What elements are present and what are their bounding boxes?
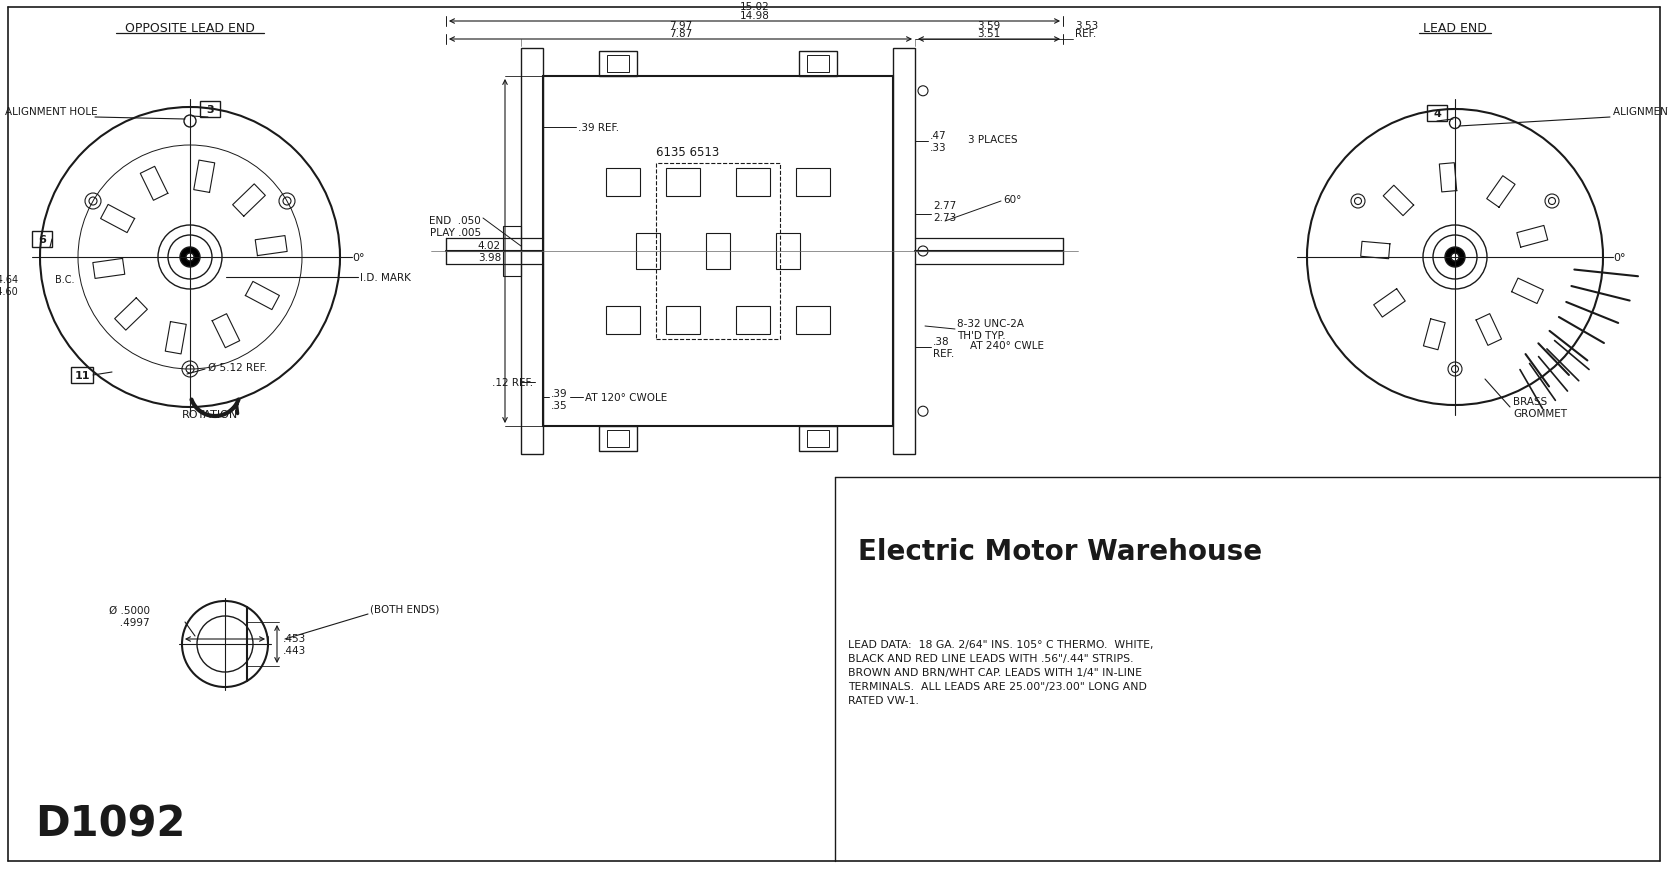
Text: D1092: D1092 <box>35 803 185 845</box>
Text: ALIGNMENT HOLE: ALIGNMENT HOLE <box>1613 107 1668 116</box>
Text: 7.87: 7.87 <box>669 29 692 39</box>
Text: Ø 4.64
   4.60: Ø 4.64 4.60 <box>0 275 18 296</box>
Text: Electric Motor Warehouse: Electric Motor Warehouse <box>857 537 1263 566</box>
Bar <box>200 102 220 118</box>
Bar <box>520 49 544 454</box>
Text: 3.51: 3.51 <box>977 29 1001 39</box>
Text: AT 120° CWOLE: AT 120° CWOLE <box>585 393 667 402</box>
Bar <box>776 234 801 269</box>
Text: LEAD DATA:  18 GA. 2/64" INS. 105° C THERMO.  WHITE,
BLACK AND RED LINE LEADS WI: LEAD DATA: 18 GA. 2/64" INS. 105° C THER… <box>847 640 1154 705</box>
Text: ROTATION: ROTATION <box>182 409 239 420</box>
Text: ALIGNMENT HOLE: ALIGNMENT HOLE <box>5 107 98 116</box>
Bar <box>796 169 831 196</box>
Text: .39 REF.: .39 REF. <box>579 123 619 133</box>
Text: 4.02
3.98: 4.02 3.98 <box>477 241 500 262</box>
Text: 2.77
2.73: 2.77 2.73 <box>932 201 956 222</box>
Text: 11: 11 <box>75 370 90 381</box>
Text: 3.53: 3.53 <box>1074 21 1098 31</box>
Text: 15.02: 15.02 <box>739 2 769 12</box>
Text: .47
.33: .47 .33 <box>931 131 947 153</box>
Bar <box>544 77 892 427</box>
Text: 14.98: 14.98 <box>739 11 769 21</box>
Text: I.D. MARK: I.D. MARK <box>360 273 410 282</box>
Text: OPPOSITE LEAD END: OPPOSITE LEAD END <box>125 22 255 35</box>
Text: 3.59: 3.59 <box>977 21 1001 31</box>
Text: (BOTH ENDS): (BOTH ENDS) <box>370 604 439 614</box>
Text: 6: 6 <box>38 235 47 245</box>
Bar <box>656 164 781 340</box>
Text: END  .050
PLAY .005: END .050 PLAY .005 <box>429 216 480 237</box>
Circle shape <box>1444 248 1465 268</box>
Circle shape <box>187 254 193 262</box>
Bar <box>636 234 661 269</box>
Text: 3: 3 <box>207 105 214 115</box>
Bar <box>32 232 52 248</box>
Text: .12 REF.: .12 REF. <box>492 377 534 388</box>
Text: REF.: REF. <box>1074 29 1096 39</box>
Text: .39
.35: .39 .35 <box>550 388 567 410</box>
Bar <box>666 169 701 196</box>
Text: 0°: 0° <box>352 253 365 262</box>
Circle shape <box>1451 254 1460 262</box>
Text: AT 240° CWLE: AT 240° CWLE <box>971 341 1044 350</box>
Text: 7.97: 7.97 <box>669 21 692 31</box>
Bar <box>599 427 637 452</box>
Text: B.C.: B.C. <box>55 275 75 285</box>
Bar <box>504 227 520 276</box>
Bar <box>666 307 701 335</box>
Bar <box>892 49 916 454</box>
Bar <box>799 52 837 77</box>
Text: 4: 4 <box>1433 109 1441 119</box>
Text: .453
.443: .453 .443 <box>284 634 307 655</box>
Bar <box>736 169 771 196</box>
Text: Ø .5000
   .4997: Ø .5000 .4997 <box>108 606 150 627</box>
Text: BRASS
GROMMET: BRASS GROMMET <box>1513 397 1566 418</box>
Circle shape <box>180 248 200 268</box>
Bar <box>607 56 629 73</box>
Bar <box>736 307 771 335</box>
Text: 60°: 60° <box>1002 195 1021 205</box>
Bar <box>607 430 629 448</box>
Text: 8-32 UNC-2A
TH'D TYP.: 8-32 UNC-2A TH'D TYP. <box>957 319 1024 341</box>
Bar <box>605 169 641 196</box>
Bar <box>807 56 829 73</box>
Text: .38
REF.: .38 REF. <box>932 337 954 358</box>
Bar <box>799 427 837 452</box>
Bar <box>807 430 829 448</box>
Text: LEAD END: LEAD END <box>1423 22 1486 35</box>
Bar <box>72 368 93 383</box>
Bar <box>796 307 831 335</box>
Text: 0°: 0° <box>1613 253 1626 262</box>
Text: 3 PLACES: 3 PLACES <box>967 135 1017 145</box>
Text: Ø 5.12 REF.: Ø 5.12 REF. <box>208 362 267 373</box>
Bar <box>599 52 637 77</box>
Text: 6135 6513: 6135 6513 <box>657 145 719 158</box>
Bar <box>605 307 641 335</box>
Bar <box>1428 106 1448 122</box>
Bar <box>706 234 731 269</box>
